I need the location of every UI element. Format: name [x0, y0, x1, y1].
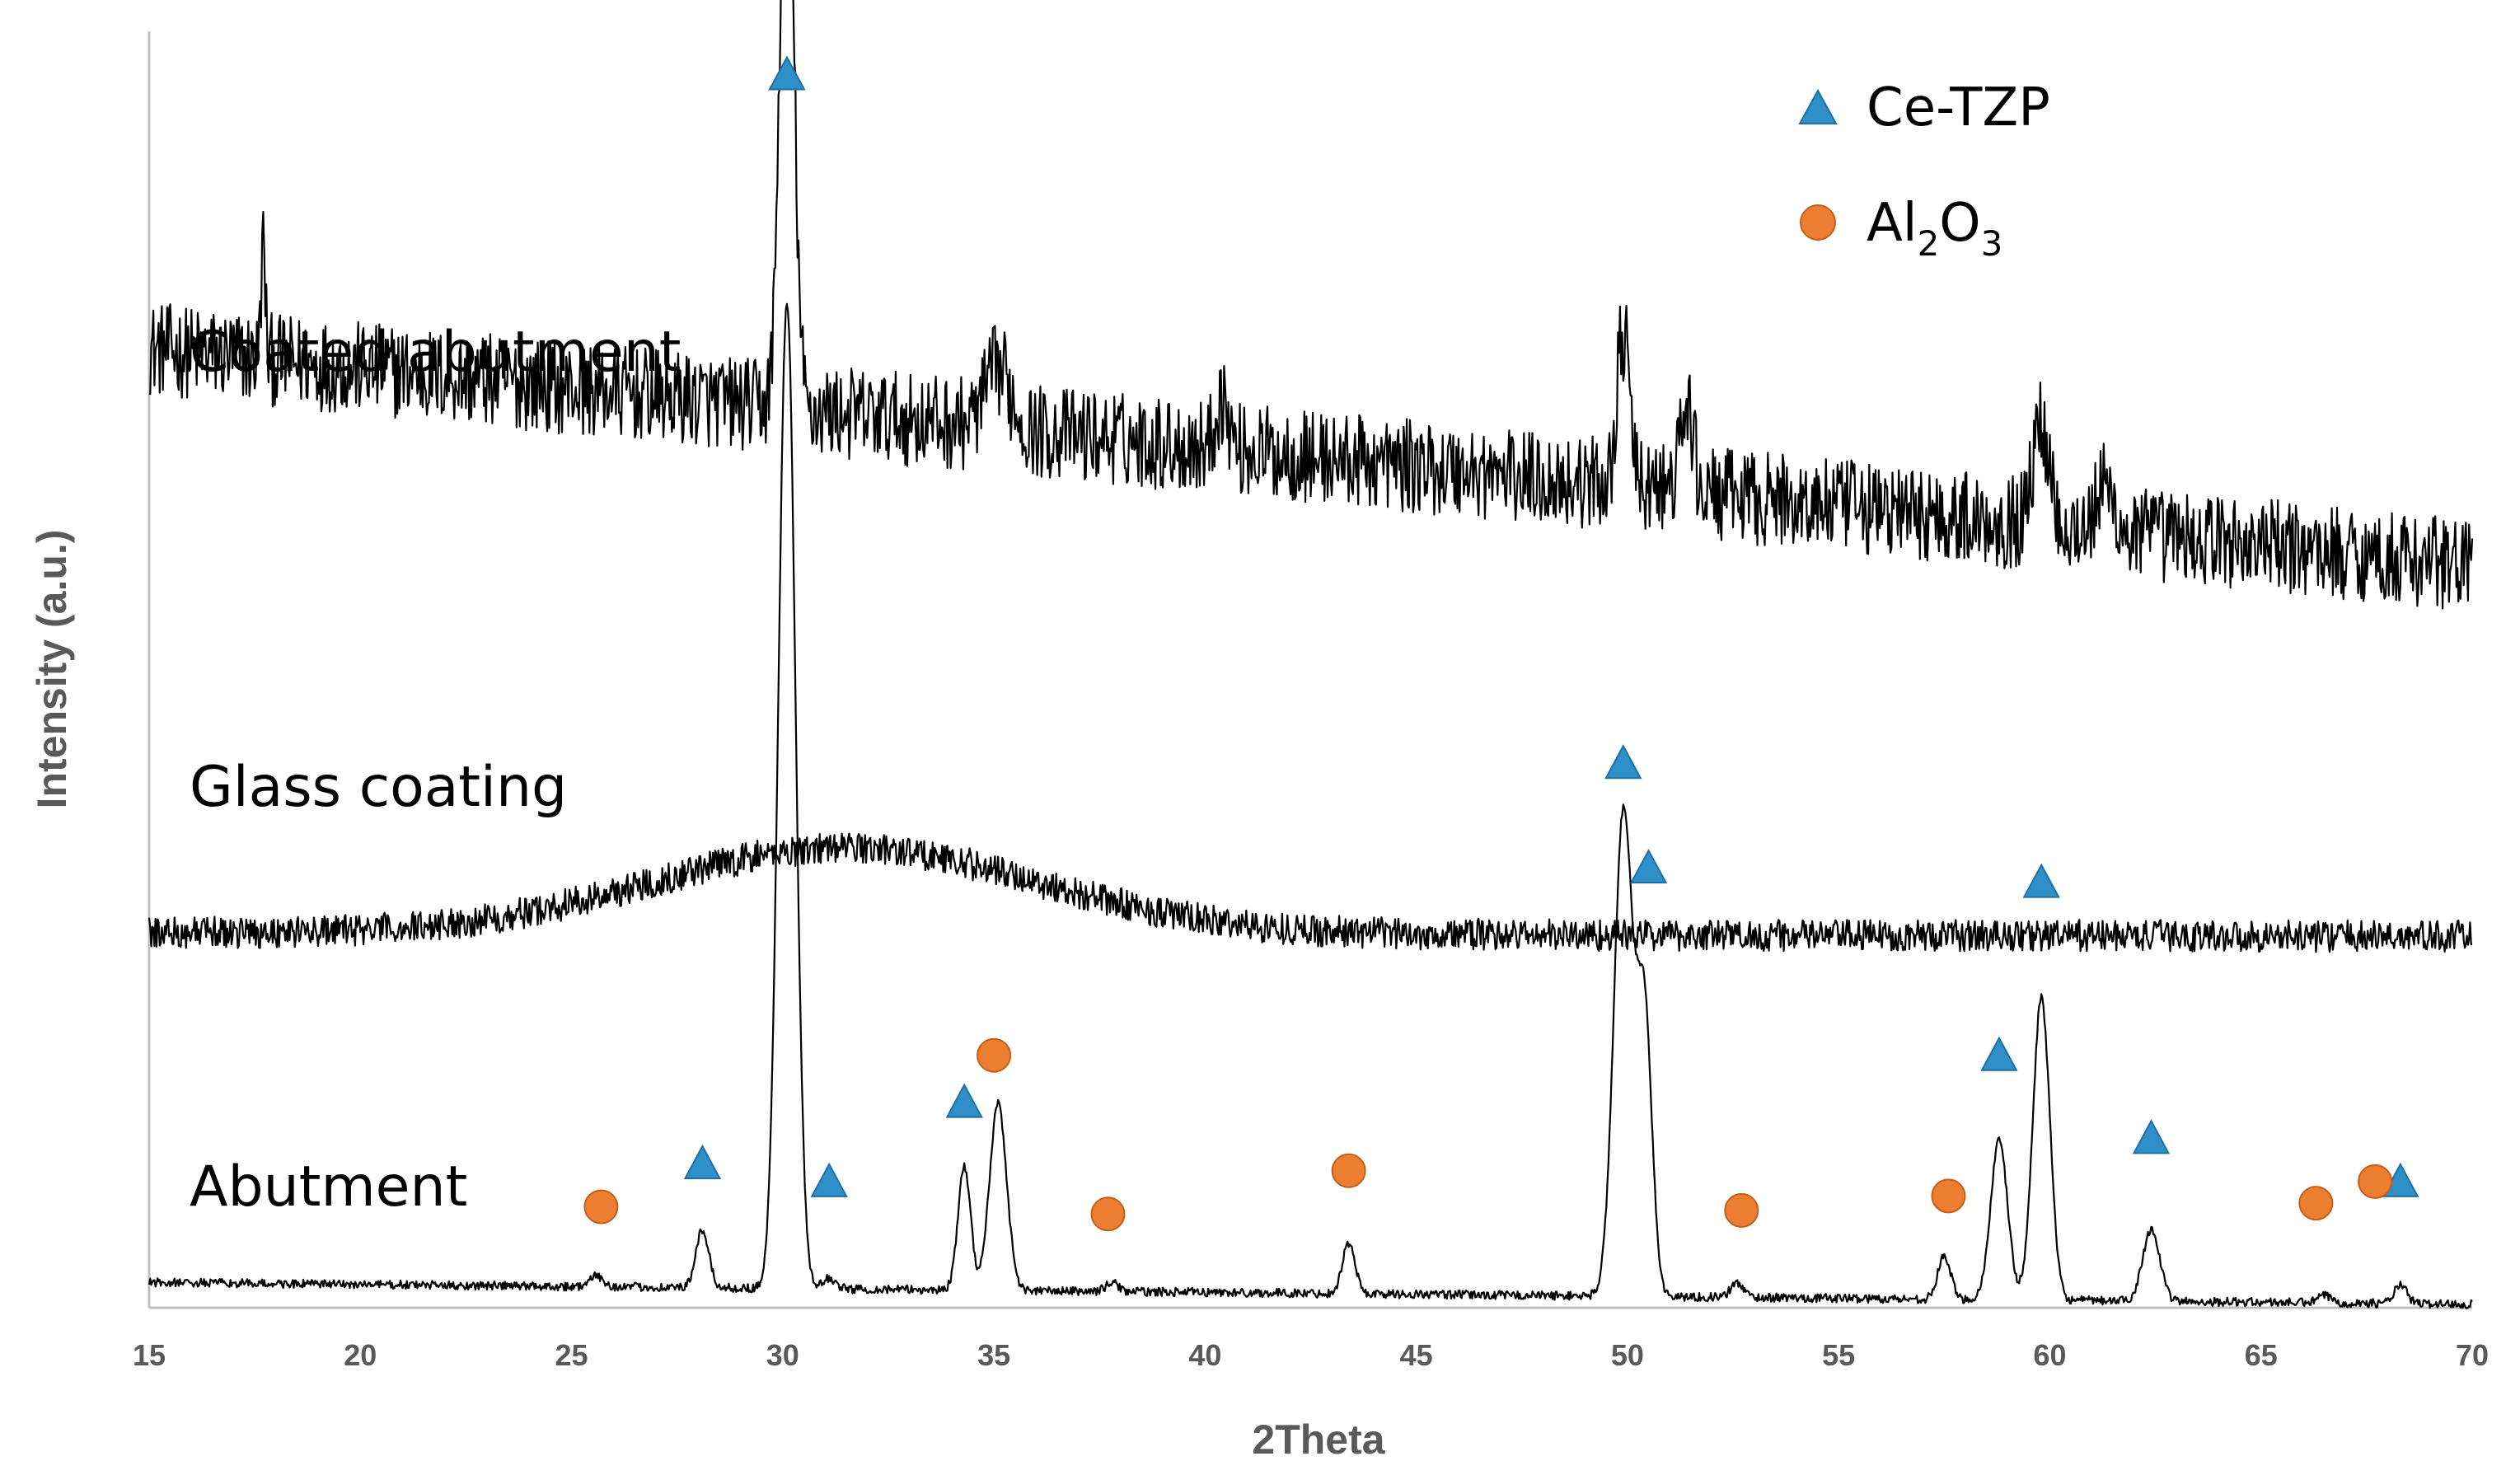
x-tick-label: 30	[766, 1338, 799, 1372]
ce-tzp-marker	[2022, 863, 2060, 898]
al2o3-marker	[1331, 1153, 1366, 1188]
trace-label-abutment: Abutment	[190, 1154, 467, 1220]
al2o3-marker	[583, 1189, 619, 1225]
trace-line-coated-abutment	[148, 0, 2474, 610]
x-tick-label: 60	[2033, 1338, 2066, 1372]
x-axis-title: 2Theta	[1252, 1417, 1385, 1461]
x-tick-label: 40	[1188, 1338, 1221, 1372]
x-tick-labels: 15 20 25 30 35 40 45 50 55 60 65 70	[133, 1338, 2489, 1372]
al2o3-marker	[1931, 1178, 1966, 1214]
trace-line-glass-coating	[148, 832, 2472, 953]
ce-tzp-marker	[1629, 849, 1668, 884]
ce-tzp-marker	[2132, 1119, 2171, 1154]
al2o3-marker	[2358, 1164, 2393, 1199]
x-tick-label: 25	[555, 1338, 588, 1372]
trace-label-coated-abutment: Coated abutment	[190, 320, 681, 385]
x-tick-label: 35	[977, 1338, 1010, 1372]
legend-sub-2: 2	[1918, 223, 1940, 264]
x-tick-label: 55	[1822, 1338, 1855, 1372]
ce-tzp-marker	[945, 1083, 983, 1118]
legend-sub-3: 3	[1981, 223, 2003, 264]
trace-line-abutment	[148, 302, 2473, 1309]
trace-labels: Coated abutment Glass coating Abutment	[190, 320, 681, 1220]
phase-markers	[583, 55, 2419, 1232]
x-tick-label: 65	[2245, 1338, 2278, 1372]
legend-triangle-marker	[1798, 88, 1838, 124]
legend-al: Al	[1867, 193, 1918, 254]
x-tick-label: 50	[1611, 1338, 1644, 1372]
ce-tzp-marker	[1980, 1036, 2018, 1071]
al2o3-marker	[1724, 1192, 1759, 1228]
traces	[148, 0, 2474, 1309]
ce-tzp-marker	[683, 1144, 722, 1179]
x-tick-label: 70	[2456, 1338, 2489, 1372]
legend-circle-marker	[1800, 204, 1836, 241]
legend-label-al2o3: Al2O3	[1867, 193, 2002, 264]
ce-tzp-marker	[768, 55, 806, 91]
x-tick-label: 20	[344, 1338, 377, 1372]
legend-o: O	[1939, 193, 1980, 254]
axes	[148, 31, 2472, 1309]
al2o3-marker	[977, 1037, 1012, 1073]
ce-tzp-marker	[810, 1162, 848, 1197]
al2o3-marker	[2298, 1186, 2334, 1221]
x-tick-label: 45	[1400, 1338, 1433, 1372]
legend: Ce-TZP Al2O3	[1798, 77, 2050, 264]
legend-label-ce-tzp: Ce-TZP	[1867, 77, 2050, 138]
al2o3-marker	[1090, 1196, 1126, 1232]
x-tick-label: 15	[133, 1338, 166, 1372]
y-axis-title: Intensity (a.u.)	[29, 530, 75, 809]
trace-label-glass-coating: Glass coating	[190, 755, 567, 820]
ce-tzp-marker	[1604, 744, 1642, 780]
